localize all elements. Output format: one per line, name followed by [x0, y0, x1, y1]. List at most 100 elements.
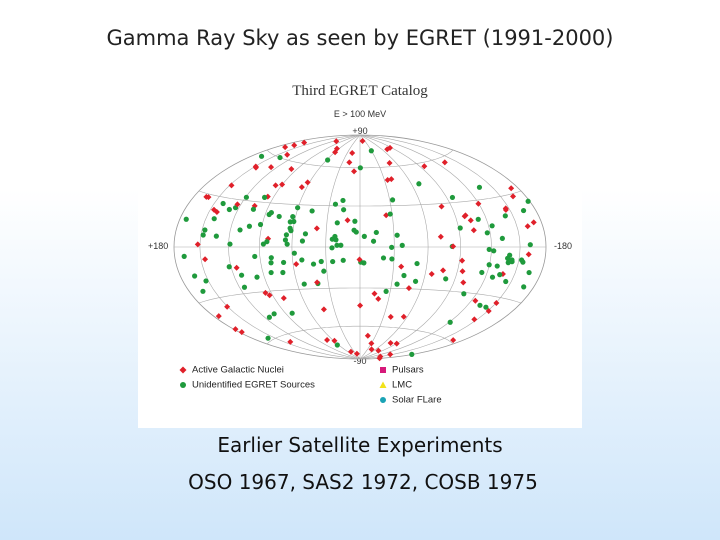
agn-marker — [232, 326, 239, 333]
unidentified-marker — [489, 223, 495, 229]
agn-marker — [524, 223, 531, 230]
unidentified-marker — [291, 250, 297, 256]
unidentified-marker — [479, 269, 485, 276]
unidentified-marker — [183, 216, 189, 222]
unidentified-marker — [257, 221, 264, 228]
agn-marker — [320, 306, 327, 313]
unidentified-marker — [220, 200, 226, 207]
legend-swatch — [380, 397, 386, 403]
unidentified-marker — [330, 258, 336, 265]
unidentified-marker — [276, 213, 282, 220]
unidentified-marker — [494, 263, 500, 269]
unidentified-marker — [447, 319, 453, 325]
unidentified-marker — [503, 278, 509, 285]
legend-label: Pulsars — [392, 365, 424, 376]
agn-marker — [224, 303, 231, 310]
agn-marker — [233, 264, 240, 271]
unidentified-marker — [200, 232, 206, 238]
unidentified-marker — [399, 242, 405, 248]
unidentified-marker — [325, 157, 331, 163]
agn-marker — [459, 268, 466, 275]
unidentified-marker — [299, 257, 305, 263]
unidentified-marker — [227, 241, 233, 247]
agn-marker — [351, 168, 358, 175]
agn-marker — [467, 217, 474, 224]
unidentified-marker — [329, 245, 335, 251]
agn-marker — [470, 227, 477, 234]
unidentified-marker — [289, 310, 295, 316]
agn-marker — [460, 279, 467, 286]
unidentified-marker — [394, 281, 400, 287]
figure-subtitle: E > 100 MeV — [334, 109, 386, 119]
agn-marker — [268, 164, 275, 171]
unidentified-marker — [486, 262, 492, 268]
agn-marker — [298, 184, 305, 191]
agn-marker — [331, 337, 338, 344]
unidentified-marker — [353, 229, 359, 235]
agn-marker — [405, 285, 412, 292]
unidentified-marker — [309, 208, 315, 214]
agn-marker — [387, 351, 394, 358]
unidentified-marker — [258, 153, 265, 159]
agn-marker — [344, 217, 351, 224]
agn-marker — [349, 150, 356, 157]
agn-marker — [398, 263, 405, 270]
unidentified-marker — [357, 165, 363, 171]
unidentified-marker — [525, 198, 531, 204]
agn-marker — [356, 256, 363, 263]
agn-marker — [287, 338, 294, 345]
unidentified-marker — [321, 268, 327, 274]
unidentified-marker — [443, 276, 449, 282]
unidentified-marker — [254, 274, 260, 280]
agn-marker — [387, 313, 394, 320]
unidentified-marker — [332, 201, 339, 207]
agn-marker — [525, 251, 532, 258]
unidentified-marker — [368, 148, 374, 154]
unidentified-marker — [412, 278, 419, 284]
agn-marker — [428, 270, 435, 277]
unidentified-marker — [509, 259, 515, 265]
agn-marker — [493, 300, 500, 307]
unidentified-marker — [271, 311, 277, 317]
agn-marker — [437, 233, 444, 240]
agn-marker — [314, 279, 321, 286]
unidentified-marker — [282, 237, 289, 243]
agn-marker — [393, 340, 400, 347]
agn-marker — [291, 142, 298, 149]
legend-swatch — [380, 367, 386, 373]
agn-marker — [368, 340, 375, 347]
agn-marker — [238, 329, 245, 336]
unidentified-marker — [266, 211, 272, 218]
unidentified-marker — [383, 288, 389, 294]
sky-map — [173, 134, 547, 362]
agn-marker — [301, 139, 308, 146]
unidentified-marker — [301, 281, 307, 287]
legend-swatch — [179, 366, 187, 374]
agn-marker — [262, 289, 269, 296]
agn-marker — [333, 138, 340, 145]
unidentified-marker — [268, 255, 274, 261]
unidentified-marker — [226, 206, 232, 213]
unidentified-marker — [502, 213, 508, 219]
agn-marker — [211, 206, 218, 213]
agn-marker — [252, 164, 259, 171]
unidentified-marker — [475, 216, 481, 222]
unidentified-marker — [527, 242, 533, 248]
agn-marker — [459, 257, 466, 264]
agn-marker — [387, 340, 394, 347]
legend-label: Unidentified EGRET Sources — [192, 380, 315, 391]
unidentified-marker — [241, 284, 248, 290]
agn-marker — [304, 179, 311, 186]
unidentified-marker — [499, 235, 505, 242]
agn-marker — [347, 348, 354, 355]
unidentified-marker — [268, 269, 274, 276]
unidentified-marker — [310, 261, 317, 267]
agn-marker — [375, 347, 382, 354]
agn-marker — [502, 205, 509, 212]
unidentified-marker — [409, 351, 415, 357]
unidentified-marker — [243, 194, 249, 200]
slide-title: Gamma Ray Sky as seen by EGRET (1991-200… — [107, 26, 614, 50]
unidentified-marker — [260, 241, 266, 247]
unidentified-marker — [299, 238, 306, 244]
agn-marker — [475, 200, 482, 207]
